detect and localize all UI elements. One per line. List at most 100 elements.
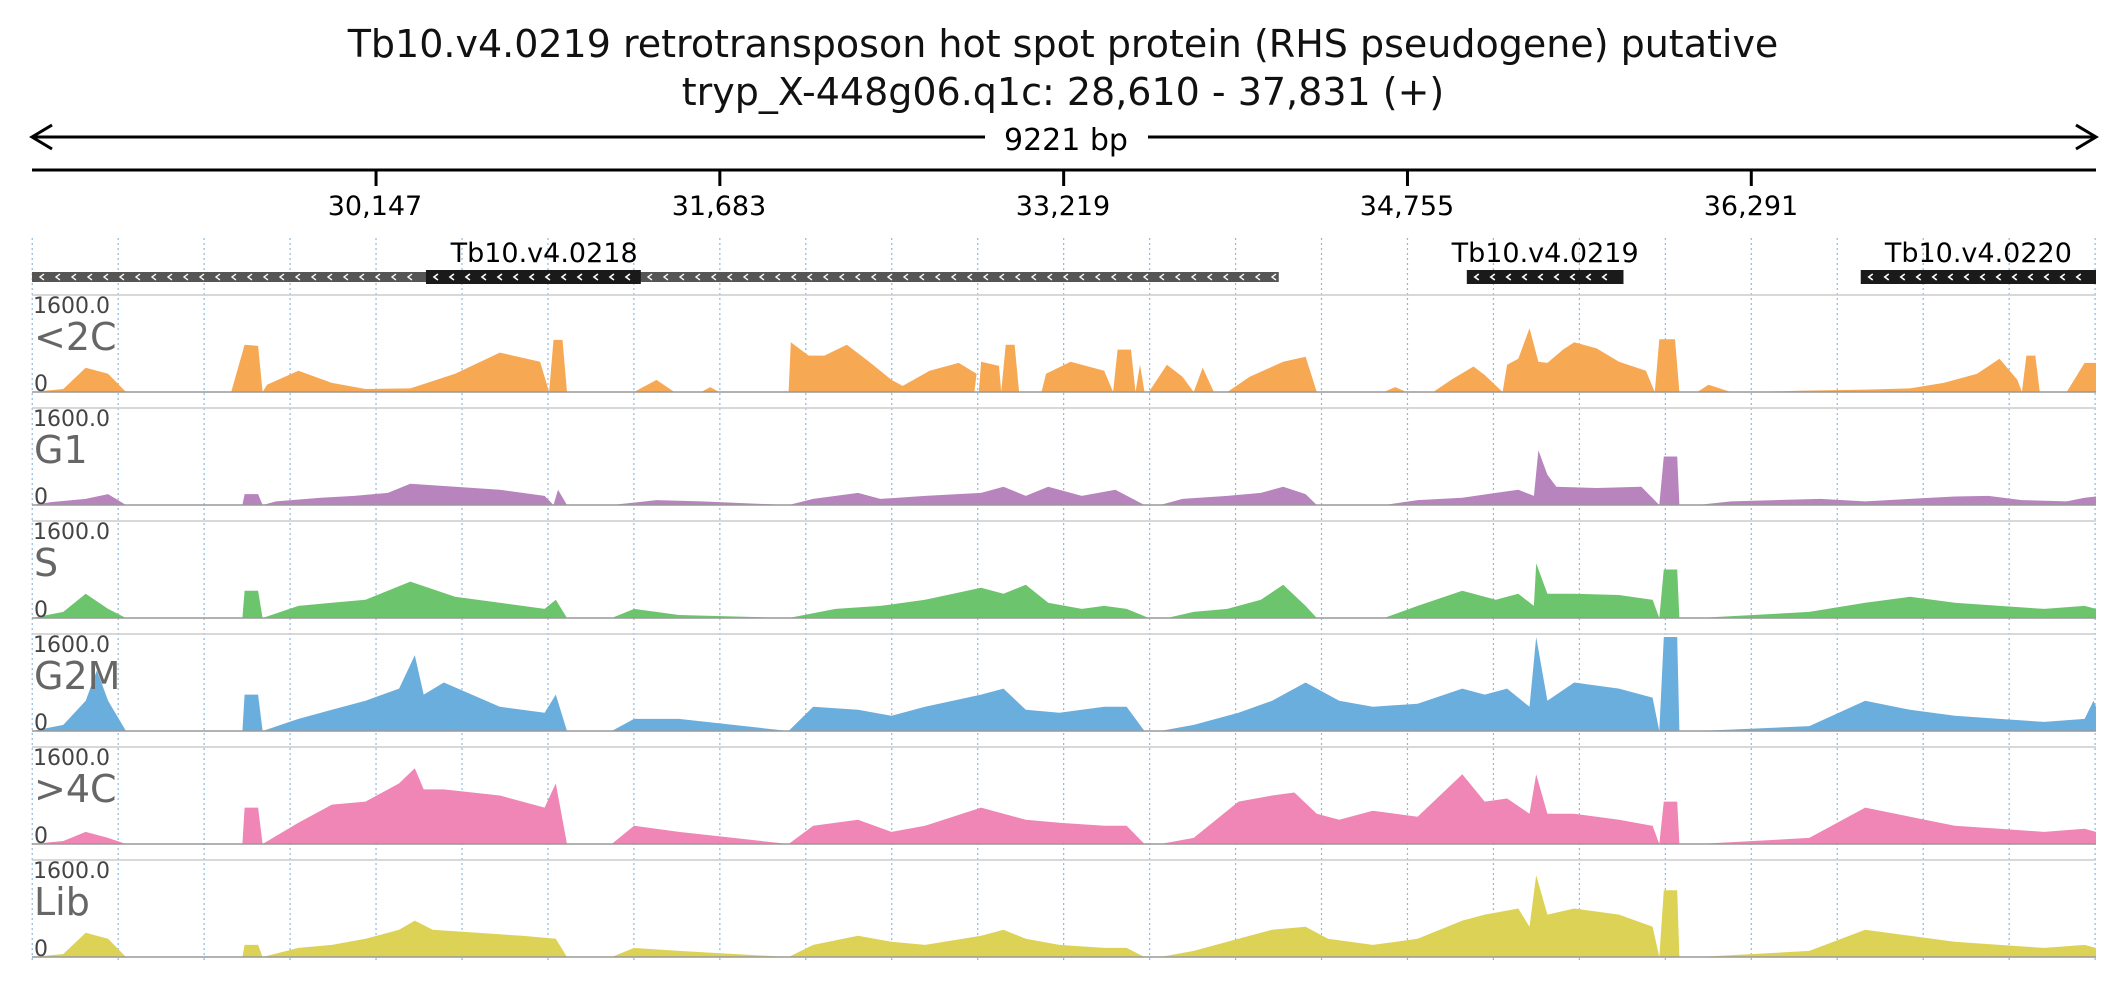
strand-chevron	[1110, 273, 1117, 281]
strand-chevron	[102, 273, 109, 281]
strand-chevron	[1931, 273, 1938, 281]
gene-track: Tb10.v4.0218 Tb10.v4.0219 Tb10.v4.0220	[32, 238, 2096, 284]
track-name-label: G1	[34, 428, 88, 472]
strand-chevron	[854, 273, 861, 281]
gene-cds	[1466, 270, 1624, 284]
coverage-tracks: 1600.00<2C1600.00G11600.00S1600.00G2M160…	[32, 294, 2096, 962]
strand-chevron	[70, 273, 77, 281]
track-ymin-label: 0	[34, 711, 48, 736]
span-label: 9221 bp	[1004, 123, 1128, 158]
strand-chevron	[38, 273, 45, 281]
strand-chevron	[448, 273, 455, 281]
strand-chevron	[822, 273, 829, 281]
track-ymax-label: 1600.0	[33, 633, 110, 658]
strand-chevron	[870, 273, 877, 281]
ruler-tick-label: 31,683	[672, 191, 766, 222]
strand-chevron	[560, 273, 567, 281]
strand-chevron	[982, 273, 989, 281]
gene-utr	[32, 272, 1279, 282]
track-ymax-label: 1600.0	[33, 294, 110, 319]
strand-chevron	[806, 273, 813, 281]
strand-chevron	[2043, 273, 2050, 281]
strand-chevron	[544, 273, 551, 281]
strand-chevron	[310, 273, 317, 281]
strand-chevron	[512, 273, 519, 281]
strand-chevron	[432, 273, 439, 281]
strand-chevron	[726, 273, 733, 281]
track-ymax-label: 1600.0	[33, 520, 110, 545]
strand-chevron	[774, 273, 781, 281]
strand-chevron	[390, 273, 397, 281]
strand-chevron	[1238, 273, 1245, 281]
strand-chevron	[886, 273, 893, 281]
strand-chevron	[1489, 273, 1496, 281]
strand-chevron	[1270, 273, 1277, 281]
strand-chevron	[1126, 273, 1133, 281]
ruler-tick-label: 33,219	[1016, 191, 1110, 222]
strand-chevron	[1553, 273, 1560, 281]
strand-chevron	[1569, 273, 1576, 281]
strand-chevron	[1947, 273, 1954, 281]
strand-chevron	[1521, 273, 1528, 281]
strand-chevron	[358, 273, 365, 281]
strand-chevron	[480, 273, 487, 281]
strand-chevron	[1505, 273, 1512, 281]
strand-chevron	[758, 273, 765, 281]
chart-title: Tb10.v4.0219 retrotransposon hot spot pr…	[347, 22, 1779, 66]
strand-chevron	[86, 273, 93, 281]
strand-chevron	[1078, 273, 1085, 281]
strand-chevron	[1899, 273, 1906, 281]
strand-chevron	[742, 273, 749, 281]
coverage-area	[32, 563, 2096, 618]
strand-chevron	[198, 273, 205, 281]
coverage-area	[32, 637, 2096, 731]
strand-chevron	[1979, 273, 1986, 281]
track-name-label: >4C	[34, 767, 117, 811]
strand-chevron	[1915, 273, 1922, 281]
strand-chevron	[246, 273, 253, 281]
strand-chevron	[54, 273, 61, 281]
strand-chevron	[262, 273, 269, 281]
strand-chevron	[1142, 273, 1149, 281]
track-ymin-label: 0	[34, 485, 48, 510]
strand-chevron	[2027, 273, 2034, 281]
track-ymin-label: 0	[34, 598, 48, 623]
strand-chevron	[1585, 273, 1592, 281]
strand-chevron	[374, 273, 381, 281]
coverage-area	[32, 328, 2096, 392]
gene-cds	[425, 270, 641, 284]
strand-chevron	[214, 273, 221, 281]
track-ymin-label: 0	[34, 372, 48, 397]
strand-chevron	[1094, 273, 1101, 281]
track-ymax-label: 1600.0	[33, 407, 110, 432]
strand-chevron	[1222, 273, 1229, 281]
track-name-label: <2C	[34, 315, 117, 359]
strand-chevron	[150, 273, 157, 281]
strand-chevron	[1158, 273, 1165, 281]
strand-chevron	[902, 273, 909, 281]
strand-chevron	[528, 273, 535, 281]
strand-chevron	[662, 273, 669, 281]
span-arrow-left-head	[29, 123, 53, 151]
strand-chevron	[576, 273, 583, 281]
strand-chevron	[998, 273, 1005, 281]
strand-chevron	[464, 273, 471, 281]
gene-label: Tb10.v4.0218	[450, 238, 638, 269]
chart-subtitle: tryp_X-448g06.q1c: 28,610 - 37,831 (+)	[681, 70, 1445, 114]
strand-chevron	[1883, 273, 1890, 281]
track-name-label: Lib	[34, 880, 90, 924]
strand-chevron	[646, 273, 653, 281]
strand-chevron	[2075, 273, 2082, 281]
coverage-area	[32, 875, 2096, 957]
gene-label: Tb10.v4.0219	[1451, 238, 1639, 269]
strand-chevron	[294, 273, 301, 281]
strand-chevron	[918, 273, 925, 281]
strand-chevron	[1014, 273, 1021, 281]
strand-chevron	[182, 273, 189, 281]
strand-chevron	[134, 273, 141, 281]
strand-chevron	[1537, 273, 1544, 281]
ruler-tick-label: 34,755	[1360, 191, 1454, 222]
strand-chevron	[166, 273, 173, 281]
strand-chevron	[1254, 273, 1261, 281]
